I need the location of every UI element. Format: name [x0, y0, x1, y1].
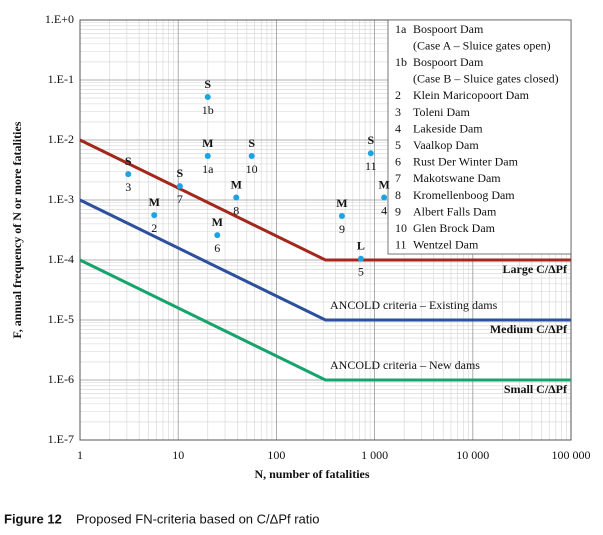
legend-key: 6	[395, 155, 401, 169]
rating-label: S	[125, 154, 132, 168]
dam-point	[176, 183, 183, 190]
legend-key: 8	[395, 188, 401, 202]
legend-text: (Case A – Sluice gates open)	[413, 38, 551, 52]
legend-key: 2	[395, 88, 401, 102]
legend: 1a Bospoort Dam (Case A – Sluice gates ope…	[387, 19, 572, 255]
rating-label: L	[357, 238, 365, 252]
x-tick-label: 10	[172, 448, 184, 462]
legend-key: 9	[395, 204, 401, 218]
point-label: 11	[365, 159, 377, 173]
legend-text: Toleni Dam	[413, 105, 470, 119]
legend-key: 3	[395, 105, 401, 119]
point-label: 10	[246, 162, 258, 176]
x-tick-label: 10 000	[456, 448, 489, 462]
point-label: 4	[381, 203, 387, 217]
figure-label: Figure 12	[4, 511, 62, 526]
y-tick-label: 1.E-7	[48, 432, 74, 446]
point-label: 9	[339, 222, 345, 236]
legend-text: Wentzel Dam	[413, 238, 479, 252]
legend-key: 1b	[395, 55, 407, 69]
y-tick-label: 1.E-2	[48, 132, 74, 146]
legend-key: 5	[395, 138, 401, 152]
point-label: 1a	[202, 162, 214, 176]
dam-point	[204, 94, 211, 101]
dam-point	[338, 213, 345, 220]
dam-point	[357, 255, 364, 262]
rating-label: M	[378, 177, 389, 191]
x-axis-label: N, number of fatalities	[254, 467, 369, 481]
legend-key: 7	[395, 171, 401, 185]
dam-point	[204, 153, 211, 160]
rating-label: M	[336, 196, 347, 210]
point-label: 3	[125, 180, 131, 194]
legend-key: 11	[395, 238, 407, 252]
x-tick-label: 1	[77, 448, 83, 462]
rating-label: S	[248, 136, 255, 150]
dam-point	[214, 232, 221, 239]
rating-label: S	[204, 77, 211, 91]
legend-text: Klein Maricopoort Dam	[413, 88, 530, 102]
fn-line	[79, 198, 571, 322]
y-tick-label: 1.E-3	[48, 192, 74, 206]
y-tick-label: 1.E-6	[48, 372, 74, 386]
x-tick-label: 100	[267, 448, 285, 462]
x-tick-label: 1 000	[361, 448, 388, 462]
legend-text: Kromellenboog Dam	[413, 188, 515, 202]
point-label: 8	[233, 203, 239, 217]
legend-text: Albert Falls Dam	[413, 204, 497, 218]
point-label: 6	[214, 241, 220, 255]
fn-line	[79, 258, 571, 382]
legend-text: Bospoort Dam	[413, 22, 484, 36]
legend-text: (Case B – Sluice gates closed)	[413, 72, 559, 86]
point-label: 7	[177, 192, 183, 206]
y-tick-label: 1.E-4	[48, 252, 74, 266]
rating-label: M	[212, 215, 223, 229]
y-axis-label: F, annual frequency of N or more fatalit…	[10, 121, 24, 338]
legend-text: Makotswane Dam	[413, 171, 501, 185]
dam-point	[367, 150, 374, 157]
legend-text: Glen Brock Dam	[413, 221, 496, 235]
x-tick-label: 100 000	[552, 448, 591, 462]
legend-text: Lakeside Dam	[413, 121, 483, 135]
legend-text: Rust Der Winter Dam	[413, 155, 519, 169]
dam-point	[125, 171, 132, 178]
dam-point	[381, 194, 388, 201]
series-label: Small C/ΔPf	[504, 382, 568, 396]
rating-label: M	[202, 136, 213, 150]
rating-label: M	[149, 195, 160, 209]
legend-key: 1a	[395, 22, 407, 36]
annotation: ANCOLD criteria – New dams	[330, 358, 480, 372]
rating-label: M	[231, 177, 242, 191]
point-label: 5	[358, 264, 364, 278]
caption: Proposed FN-criteria based on C/ΔPf rati…	[76, 511, 320, 526]
series-label: Medium C/ΔPf	[490, 322, 568, 336]
point-label: 2	[151, 221, 157, 235]
legend-box	[387, 19, 572, 255]
dam-point	[248, 153, 255, 160]
dam-point	[233, 194, 240, 201]
y-tick-label: 1.E+0	[45, 12, 74, 26]
legend-key: 4	[395, 121, 401, 135]
y-tick-label: 1.E-1	[48, 72, 74, 86]
rating-label: S	[367, 133, 374, 147]
legend-text: Bospoort Dam	[413, 55, 484, 69]
point-label: 1b	[202, 103, 214, 117]
y-tick-label: 1.E-5	[48, 312, 74, 326]
annotation: ANCOLD criteria – Existing dams	[330, 298, 498, 312]
rating-label: S	[177, 166, 184, 180]
legend-key: 10	[395, 221, 407, 235]
series-label: Large C/ΔPf	[502, 262, 568, 276]
dam-point	[151, 212, 158, 219]
legend-text: Vaalkop Dam	[413, 138, 479, 152]
fn-line	[79, 138, 571, 262]
